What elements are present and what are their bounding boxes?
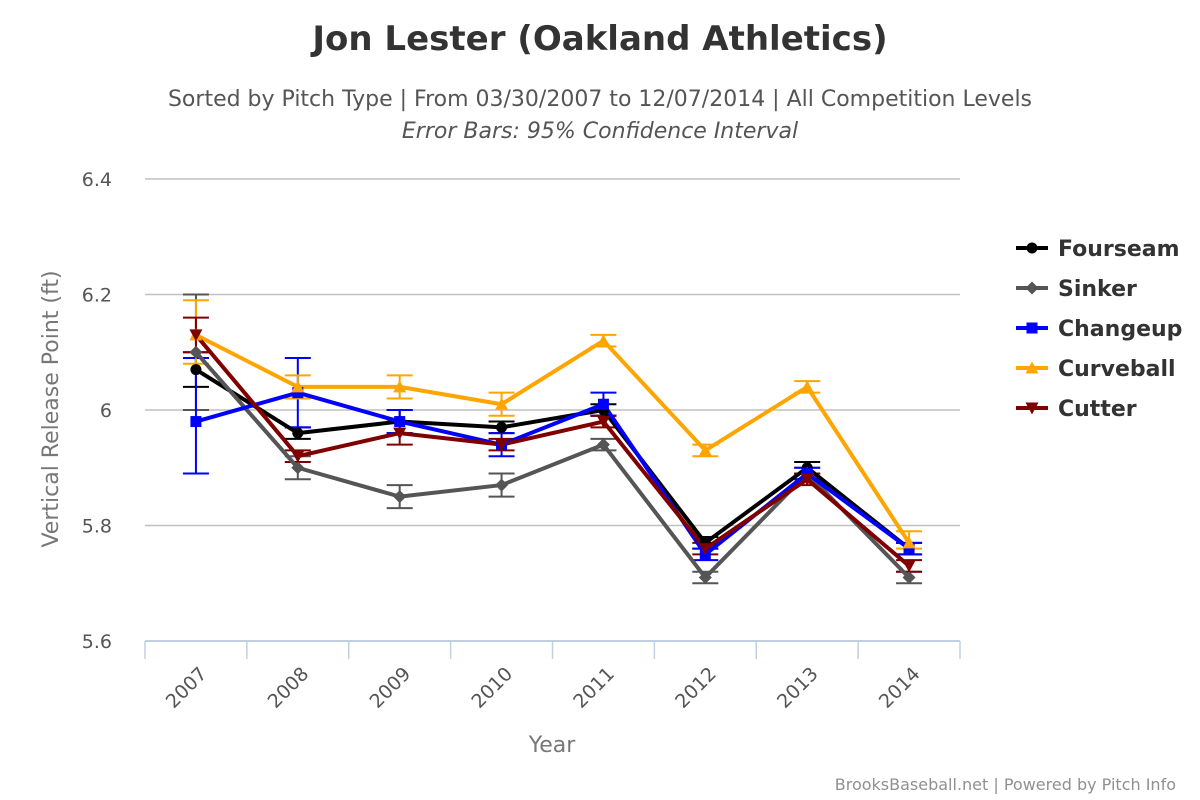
plot-area (182, 293, 923, 585)
x-axis-label: Year (528, 733, 577, 758)
y-tick-label: 6 (100, 400, 112, 422)
fourseam-data-point (496, 421, 508, 433)
x-tick-label: 2012 (671, 663, 721, 713)
legend-swatch-marker (1026, 242, 1038, 254)
legend[interactable]: Fourseam Sinker Changeup Curveball Cutter (1016, 237, 1182, 422)
sinker-data-point (495, 478, 509, 492)
curveball-data-point (698, 443, 712, 456)
legend-swatch-marker (1025, 281, 1039, 295)
sinker-data-point (291, 461, 305, 475)
chart-subtitle: Sorted by Pitch Type | From 03/30/2007 t… (168, 87, 1032, 112)
chart-subtitle-error-bars: Error Bars: 95% Confidence Interval (402, 119, 798, 144)
y-tick-label: 6.4 (82, 169, 112, 191)
y-tick-label: 5.8 (82, 516, 112, 538)
x-tick-label: 2011 (569, 663, 619, 713)
curveball-data-point (495, 397, 509, 410)
sinker-data-point (698, 570, 712, 584)
legend-swatch-marker (1025, 361, 1039, 374)
changeup-series-line (193, 390, 912, 557)
cutter-data-point (291, 450, 305, 463)
grid-lines (145, 178, 960, 527)
x-tick-label: 2007 (162, 663, 212, 713)
sinker-data-point (189, 345, 203, 359)
sinker-data-point (902, 570, 916, 584)
cutter-data-point (596, 416, 610, 429)
cutter-data-point (495, 439, 509, 452)
legend-item-curveball[interactable]: Curveball (1016, 357, 1176, 382)
curveball-data-point (902, 536, 916, 549)
x-axis: 2007 2008 2009 2010 2011 2012 2013 2014 (144, 640, 961, 713)
cutter-series-line (193, 332, 912, 568)
y-tick-labels: 5.6 5.8 6 6.2 6.4 (82, 169, 112, 653)
credits[interactable]: BrooksBaseball.net | Powered by Pitch In… (835, 775, 1176, 794)
cutter-data-point (800, 473, 814, 486)
sinker-data-point (393, 490, 407, 504)
curveball-data-point (596, 334, 610, 347)
legend-label: Fourseam (1058, 237, 1180, 262)
y-tick-label: 5.6 (82, 631, 112, 653)
cutter-data-point (393, 427, 407, 440)
y-tick-label: 6.2 (82, 285, 112, 307)
x-tick-label: 2013 (773, 663, 823, 713)
legend-swatch-marker (1026, 322, 1038, 334)
legend-item-fourseam[interactable]: Fourseam (1016, 237, 1180, 262)
changeup-data-point (801, 468, 813, 480)
y-axis-label: Vertical Release Point (ft) (39, 270, 64, 547)
legend-label: Cutter (1058, 397, 1137, 422)
chart-title: Jon Lester (Oakland Athletics) (310, 19, 887, 59)
fourseam-data-point (190, 364, 202, 376)
cutter-data-point (902, 560, 916, 573)
changeup-data-point (394, 416, 406, 428)
legend-label: Changeup (1058, 317, 1182, 342)
curveball-data-point (393, 380, 407, 393)
cutter-data-point (189, 329, 203, 342)
sinker-data-point (596, 438, 610, 452)
legend-label: Sinker (1058, 277, 1137, 302)
legend-item-cutter[interactable]: Cutter (1016, 397, 1137, 422)
legend-item-sinker[interactable]: Sinker (1016, 277, 1137, 302)
error-bars (182, 293, 923, 585)
changeup-data-point (903, 543, 915, 555)
series-lines (193, 332, 912, 580)
x-tick-label: 2010 (467, 663, 517, 713)
changeup-data-point (597, 398, 609, 410)
fourseam-series-line (193, 367, 912, 551)
curveball-data-point (800, 380, 814, 393)
legend-item-changeup[interactable]: Changeup (1016, 317, 1182, 342)
legend-label: Curveball (1058, 357, 1176, 382)
x-tick-label: 2014 (875, 663, 925, 713)
legend-swatch-marker (1025, 402, 1039, 415)
curveball-series-line (193, 332, 912, 545)
x-tick-label: 2008 (264, 663, 314, 713)
changeup-data-point (190, 416, 202, 428)
x-tick-label: 2009 (365, 663, 415, 713)
series-markers (189, 328, 916, 584)
cutter-data-point (698, 543, 712, 556)
changeup-data-point (292, 387, 304, 399)
fourseam-data-point (292, 427, 304, 439)
curveball-data-point (291, 380, 305, 393)
